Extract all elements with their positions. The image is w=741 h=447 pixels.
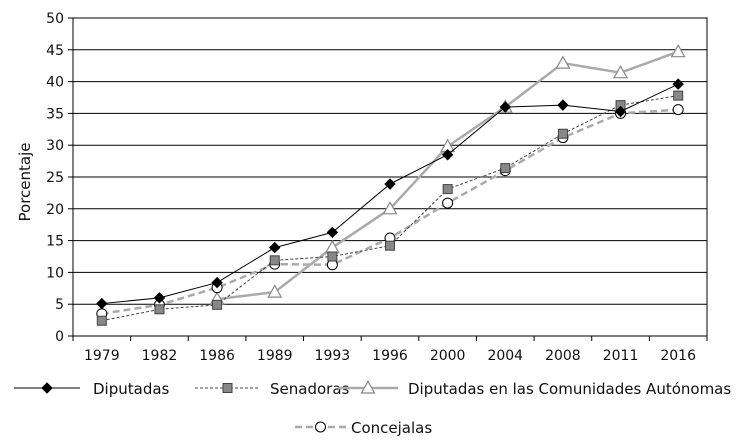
data-point-0-0 (96, 297, 108, 310)
data-point-0-7 (499, 101, 511, 113)
x-tick-label: 2004 (487, 348, 523, 364)
y-tick-label: 25 (46, 170, 64, 186)
data-point-1-4 (327, 251, 338, 262)
data-point-0-6 (441, 149, 454, 161)
data-point-0-8 (557, 99, 569, 111)
x-tick-label: 1989 (257, 348, 293, 364)
data-point-2-3 (267, 284, 283, 298)
legend-item-3: Concejalas (295, 419, 432, 437)
y-tick-label: 10 (46, 265, 64, 281)
x-tick-label: 2000 (430, 348, 466, 364)
legend-item-0: Diputadas (14, 380, 170, 398)
data-point-3-10 (672, 104, 684, 116)
data-point-1-1 (154, 304, 165, 315)
data-point-1-3 (269, 255, 280, 266)
x-tick-label: 1982 (142, 348, 178, 364)
x-tick-label: 2011 (603, 348, 639, 364)
legend: Diputadas Senadoras Diputadas en las Comun… (14, 380, 731, 437)
legend-label-3: Concejalas (351, 419, 432, 437)
x-axis-ticks: 1979 1982 1986 1989 1993 1996 2000 2004 2008 2011… (72, 336, 708, 364)
y-tick-label: 20 (46, 202, 64, 218)
grid-lines (72, 17, 708, 337)
y-axis-ticks: 0 5 10 15 20 25 30 35 40 45 50 (46, 11, 73, 345)
data-point-2-5 (382, 201, 398, 215)
legend-marker-1 (222, 383, 233, 393)
legend-label-1: Senadoras (270, 380, 350, 398)
y-tick-label: 15 (46, 234, 64, 250)
y-tick-label: 50 (46, 11, 64, 27)
x-tick-label: 2008 (545, 348, 581, 364)
data-point-0-1 (153, 292, 166, 304)
data-point-0-3 (269, 241, 281, 254)
x-tick-label: 1986 (199, 348, 235, 364)
series-group (96, 43, 686, 326)
x-tick-label: 2016 (660, 348, 696, 364)
data-point-0-2 (211, 276, 223, 289)
data-point-1-8 (557, 128, 568, 139)
data-point-2-8 (555, 55, 571, 69)
data-point-1-7 (500, 163, 511, 174)
series-line-2 (216, 50, 679, 301)
y-axis-label: Porcentaje (16, 143, 34, 222)
x-tick-label: 1979 (84, 348, 120, 364)
data-point-1-0 (96, 315, 107, 326)
legend-marker-2 (360, 380, 376, 394)
data-point-0-4 (326, 226, 339, 239)
legend-item-1: Senadoras (195, 380, 350, 398)
series-1 (96, 90, 684, 326)
y-tick-label: 35 (46, 106, 64, 122)
data-point-2-9 (613, 64, 629, 79)
data-point-0-10 (672, 78, 684, 90)
x-tick-label: 1993 (315, 348, 351, 364)
x-tick-label: 1996 (372, 348, 408, 364)
y-tick-label: 45 (46, 43, 64, 59)
data-point-0-5 (384, 178, 396, 190)
legend-label-0: Diputadas (93, 380, 170, 398)
y-tick-label: 30 (46, 138, 64, 154)
data-point-1-6 (442, 184, 453, 195)
y-tick-label: 5 (55, 297, 64, 313)
data-point-1-5 (385, 240, 395, 251)
series-line-0 (101, 83, 679, 305)
data-point-1-10 (673, 90, 684, 101)
data-point-1-2 (212, 299, 223, 310)
y-tick-label: 0 (55, 329, 64, 345)
data-point-2-10 (670, 43, 686, 58)
y-tick-label: 40 (46, 75, 64, 91)
legend-label-2: Diputadas en las Comunidades Autónomas (408, 380, 731, 398)
legend-marker-3 (315, 421, 326, 433)
series-0 (96, 78, 684, 310)
legend-item-2: Diputadas en las Comunidades Autónomas (338, 380, 731, 398)
data-point-2-4 (324, 239, 340, 254)
legend-marker-0 (41, 382, 53, 394)
data-point-0-9 (614, 105, 627, 118)
data-point-3-6 (442, 197, 454, 209)
